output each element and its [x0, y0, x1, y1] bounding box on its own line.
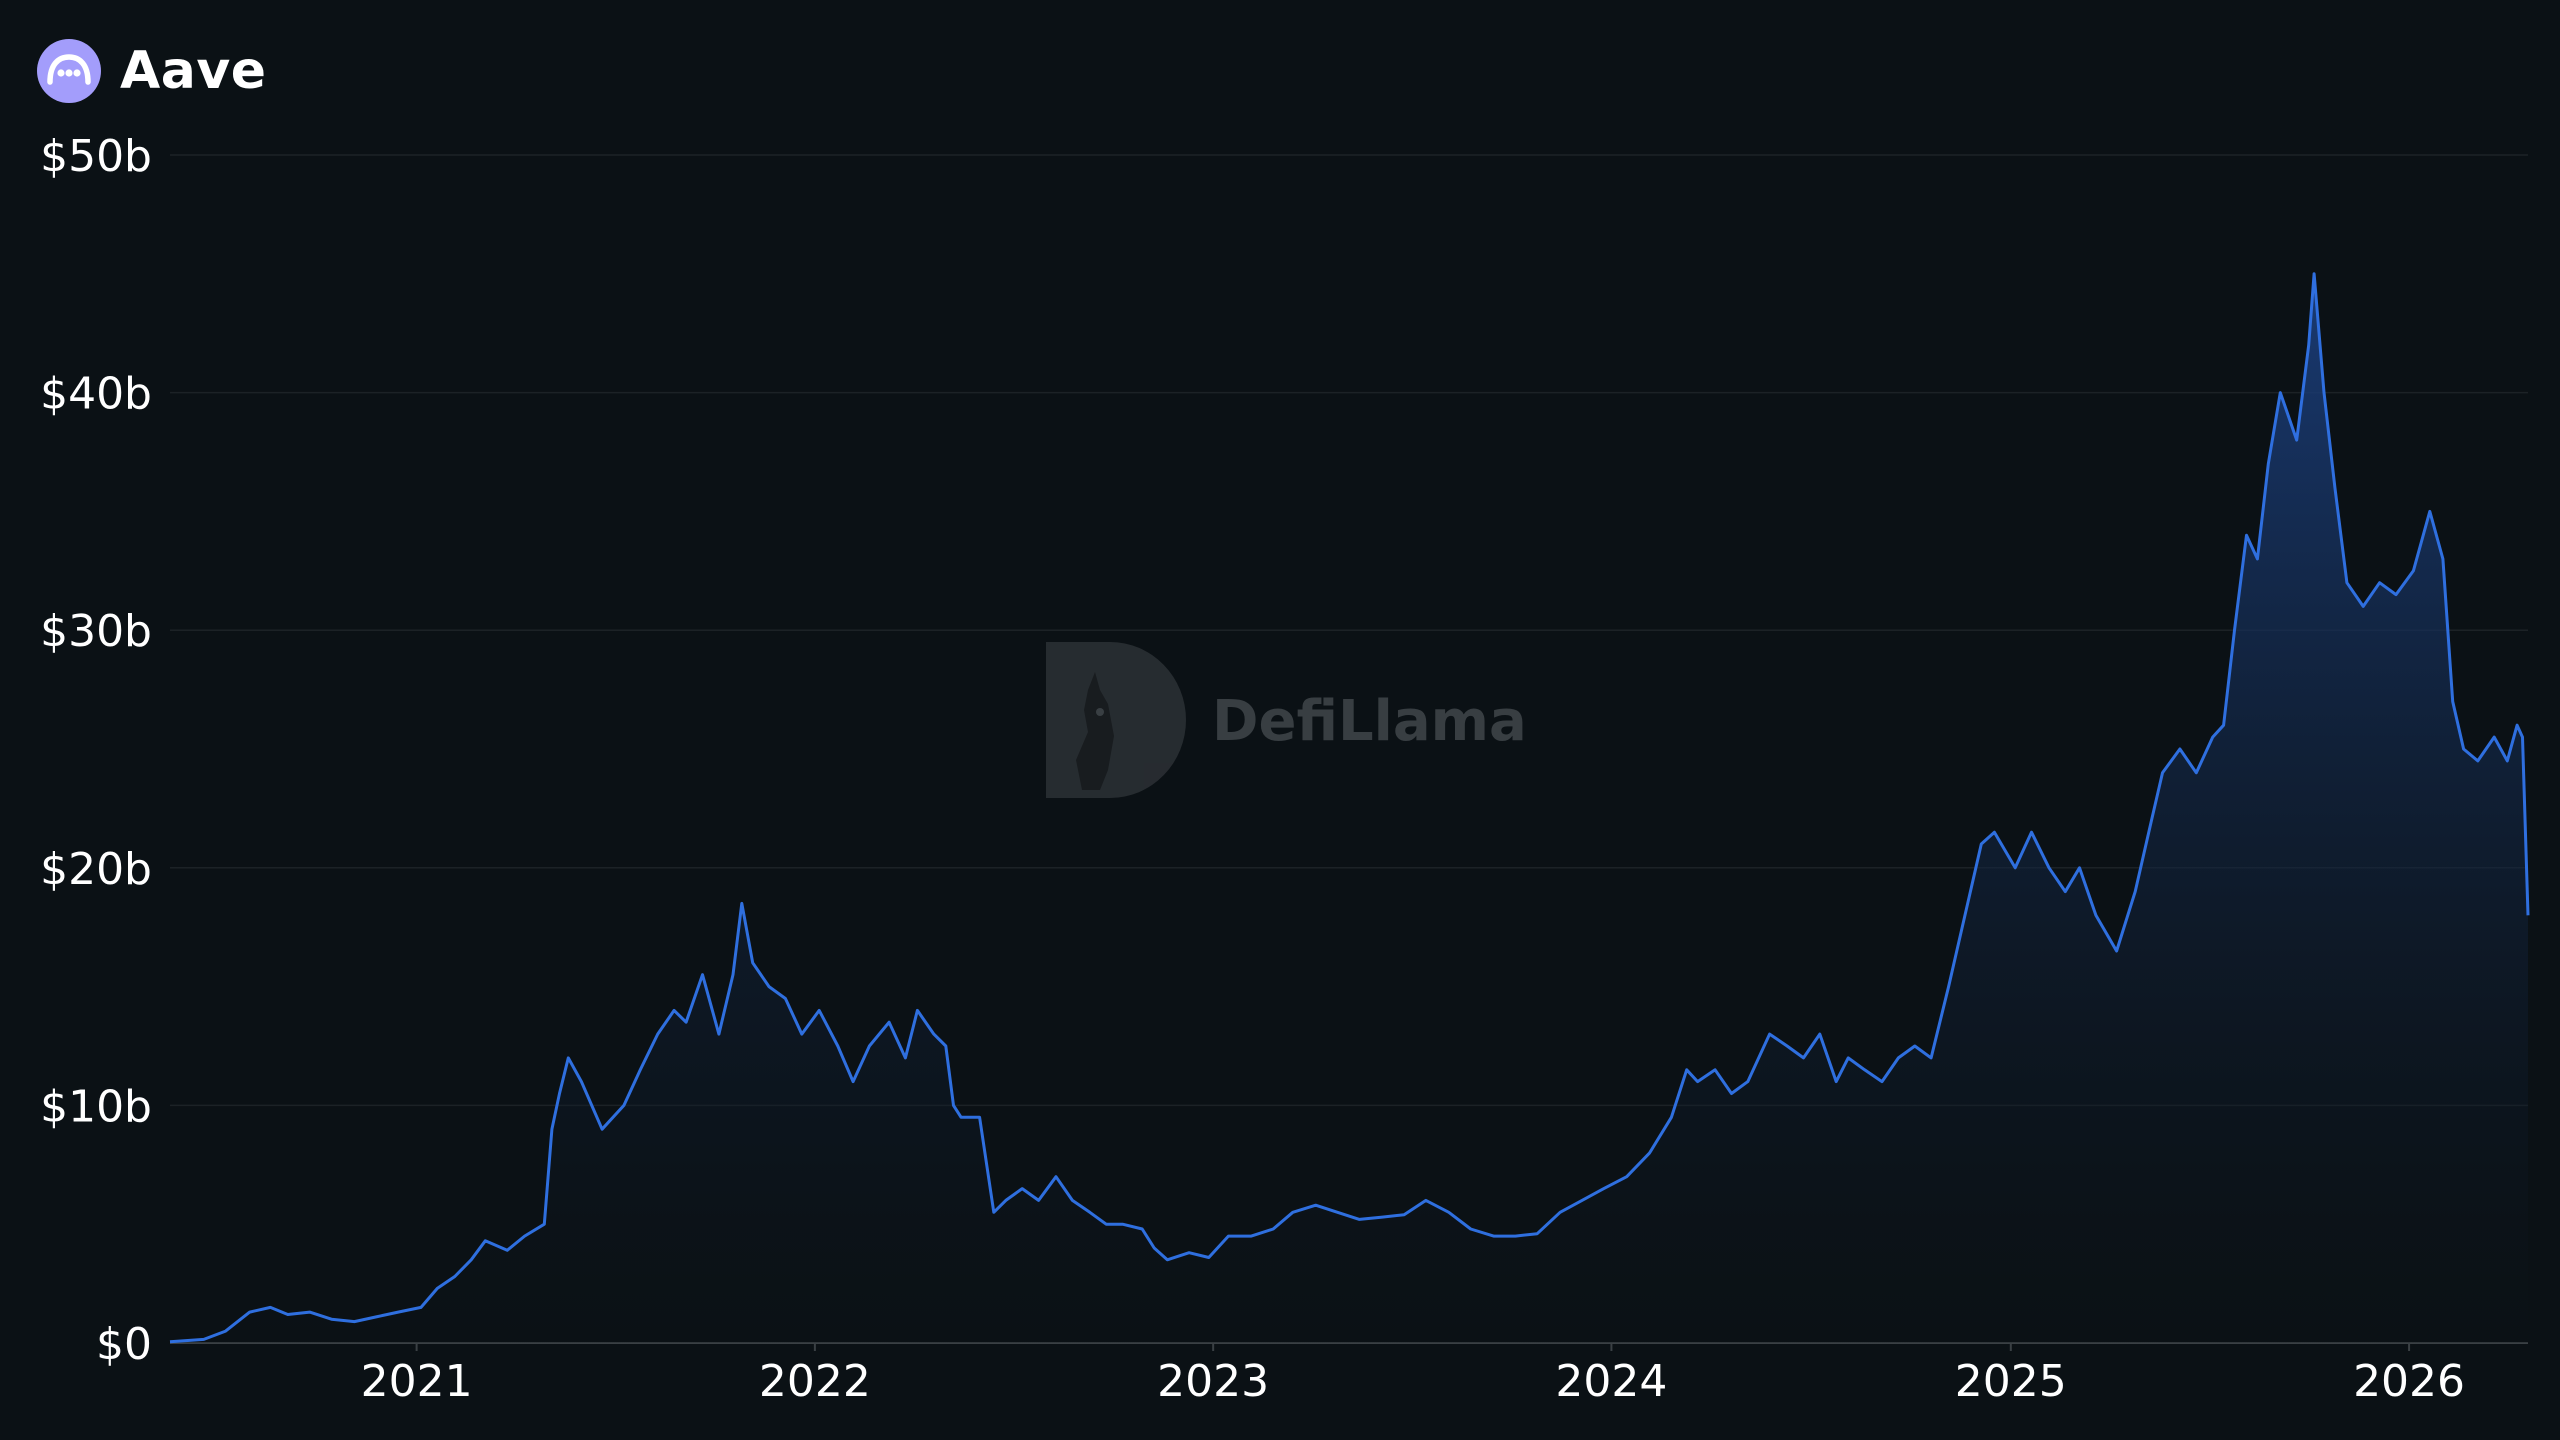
x-tick-label: 2021: [361, 1356, 473, 1407]
x-tick-label: 2022: [759, 1356, 871, 1407]
x-tick-label: 2026: [2353, 1356, 2465, 1407]
y-tick-label: $20b: [40, 844, 152, 895]
aave-ghost-logo-icon: [37, 39, 101, 103]
y-tick-label: $50b: [40, 131, 152, 182]
y-tick-label: $40b: [40, 369, 152, 420]
x-tick-label: 2024: [1555, 1356, 1667, 1407]
y-axis: $0 $10b $20b $30b $40b $50b: [40, 131, 152, 1370]
chart-header: Aave: [36, 36, 267, 106]
y-tick-label: $10b: [40, 1081, 152, 1132]
y-tick-label: $30b: [40, 606, 152, 657]
tvl-area-fill: [170, 273, 2528, 1343]
defillama-watermark: DefiLlama: [1046, 642, 1527, 798]
x-tick-label: 2025: [1955, 1356, 2067, 1407]
x-axis: 2021 2022 2023 2024 2025 2026: [361, 1343, 2465, 1407]
x-tick-label: 2023: [1157, 1356, 1269, 1407]
y-tick-label: $0: [96, 1319, 152, 1370]
tvl-series-line[interactable]: [169, 272, 2530, 1344]
protocol-name: Aave: [120, 41, 267, 101]
watermark-text: DefiLlama: [1212, 689, 1527, 754]
defillama-llama-icon: [1046, 642, 1186, 798]
